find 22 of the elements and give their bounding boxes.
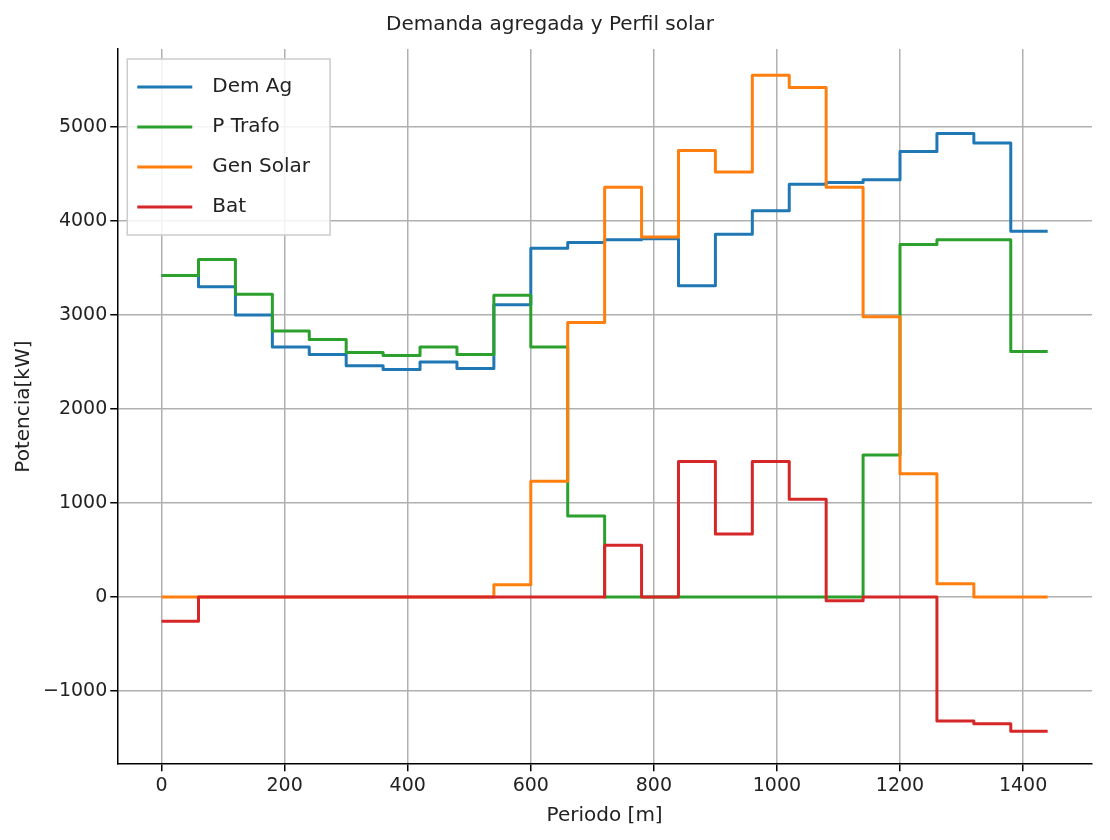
y-tick-label: −1000 xyxy=(42,677,108,700)
x-tick-label: 1200 xyxy=(875,772,925,795)
y-tick-label: 4000 xyxy=(58,207,108,230)
x-tick-label: 200 xyxy=(266,772,303,795)
legend-label: Bat xyxy=(212,193,247,218)
y-tick-label: 1000 xyxy=(58,489,108,512)
x-tick-label: 400 xyxy=(389,772,426,795)
x-tick-label: 800 xyxy=(635,772,672,795)
y-axis-title: Potencia[kW] xyxy=(10,340,35,473)
x-axis-title: Periodo [m] xyxy=(546,802,663,827)
x-tick-label: 0 xyxy=(155,772,168,795)
legend-label: Dem Ag xyxy=(212,73,293,98)
y-tick-label: 3000 xyxy=(58,301,108,324)
x-tick-label: 1000 xyxy=(752,772,802,795)
chart-title: Demanda agregada y Perfil solar xyxy=(386,11,715,36)
legend-label: P Trafo xyxy=(212,113,280,138)
legend-label: Gen Solar xyxy=(212,153,311,178)
x-tick-label: 1400 xyxy=(998,772,1048,795)
y-tick-label: 5000 xyxy=(58,113,108,136)
y-tick-label: 2000 xyxy=(58,395,108,418)
y-tick-label: 0 xyxy=(95,583,108,606)
x-tick-label: 600 xyxy=(512,772,549,795)
